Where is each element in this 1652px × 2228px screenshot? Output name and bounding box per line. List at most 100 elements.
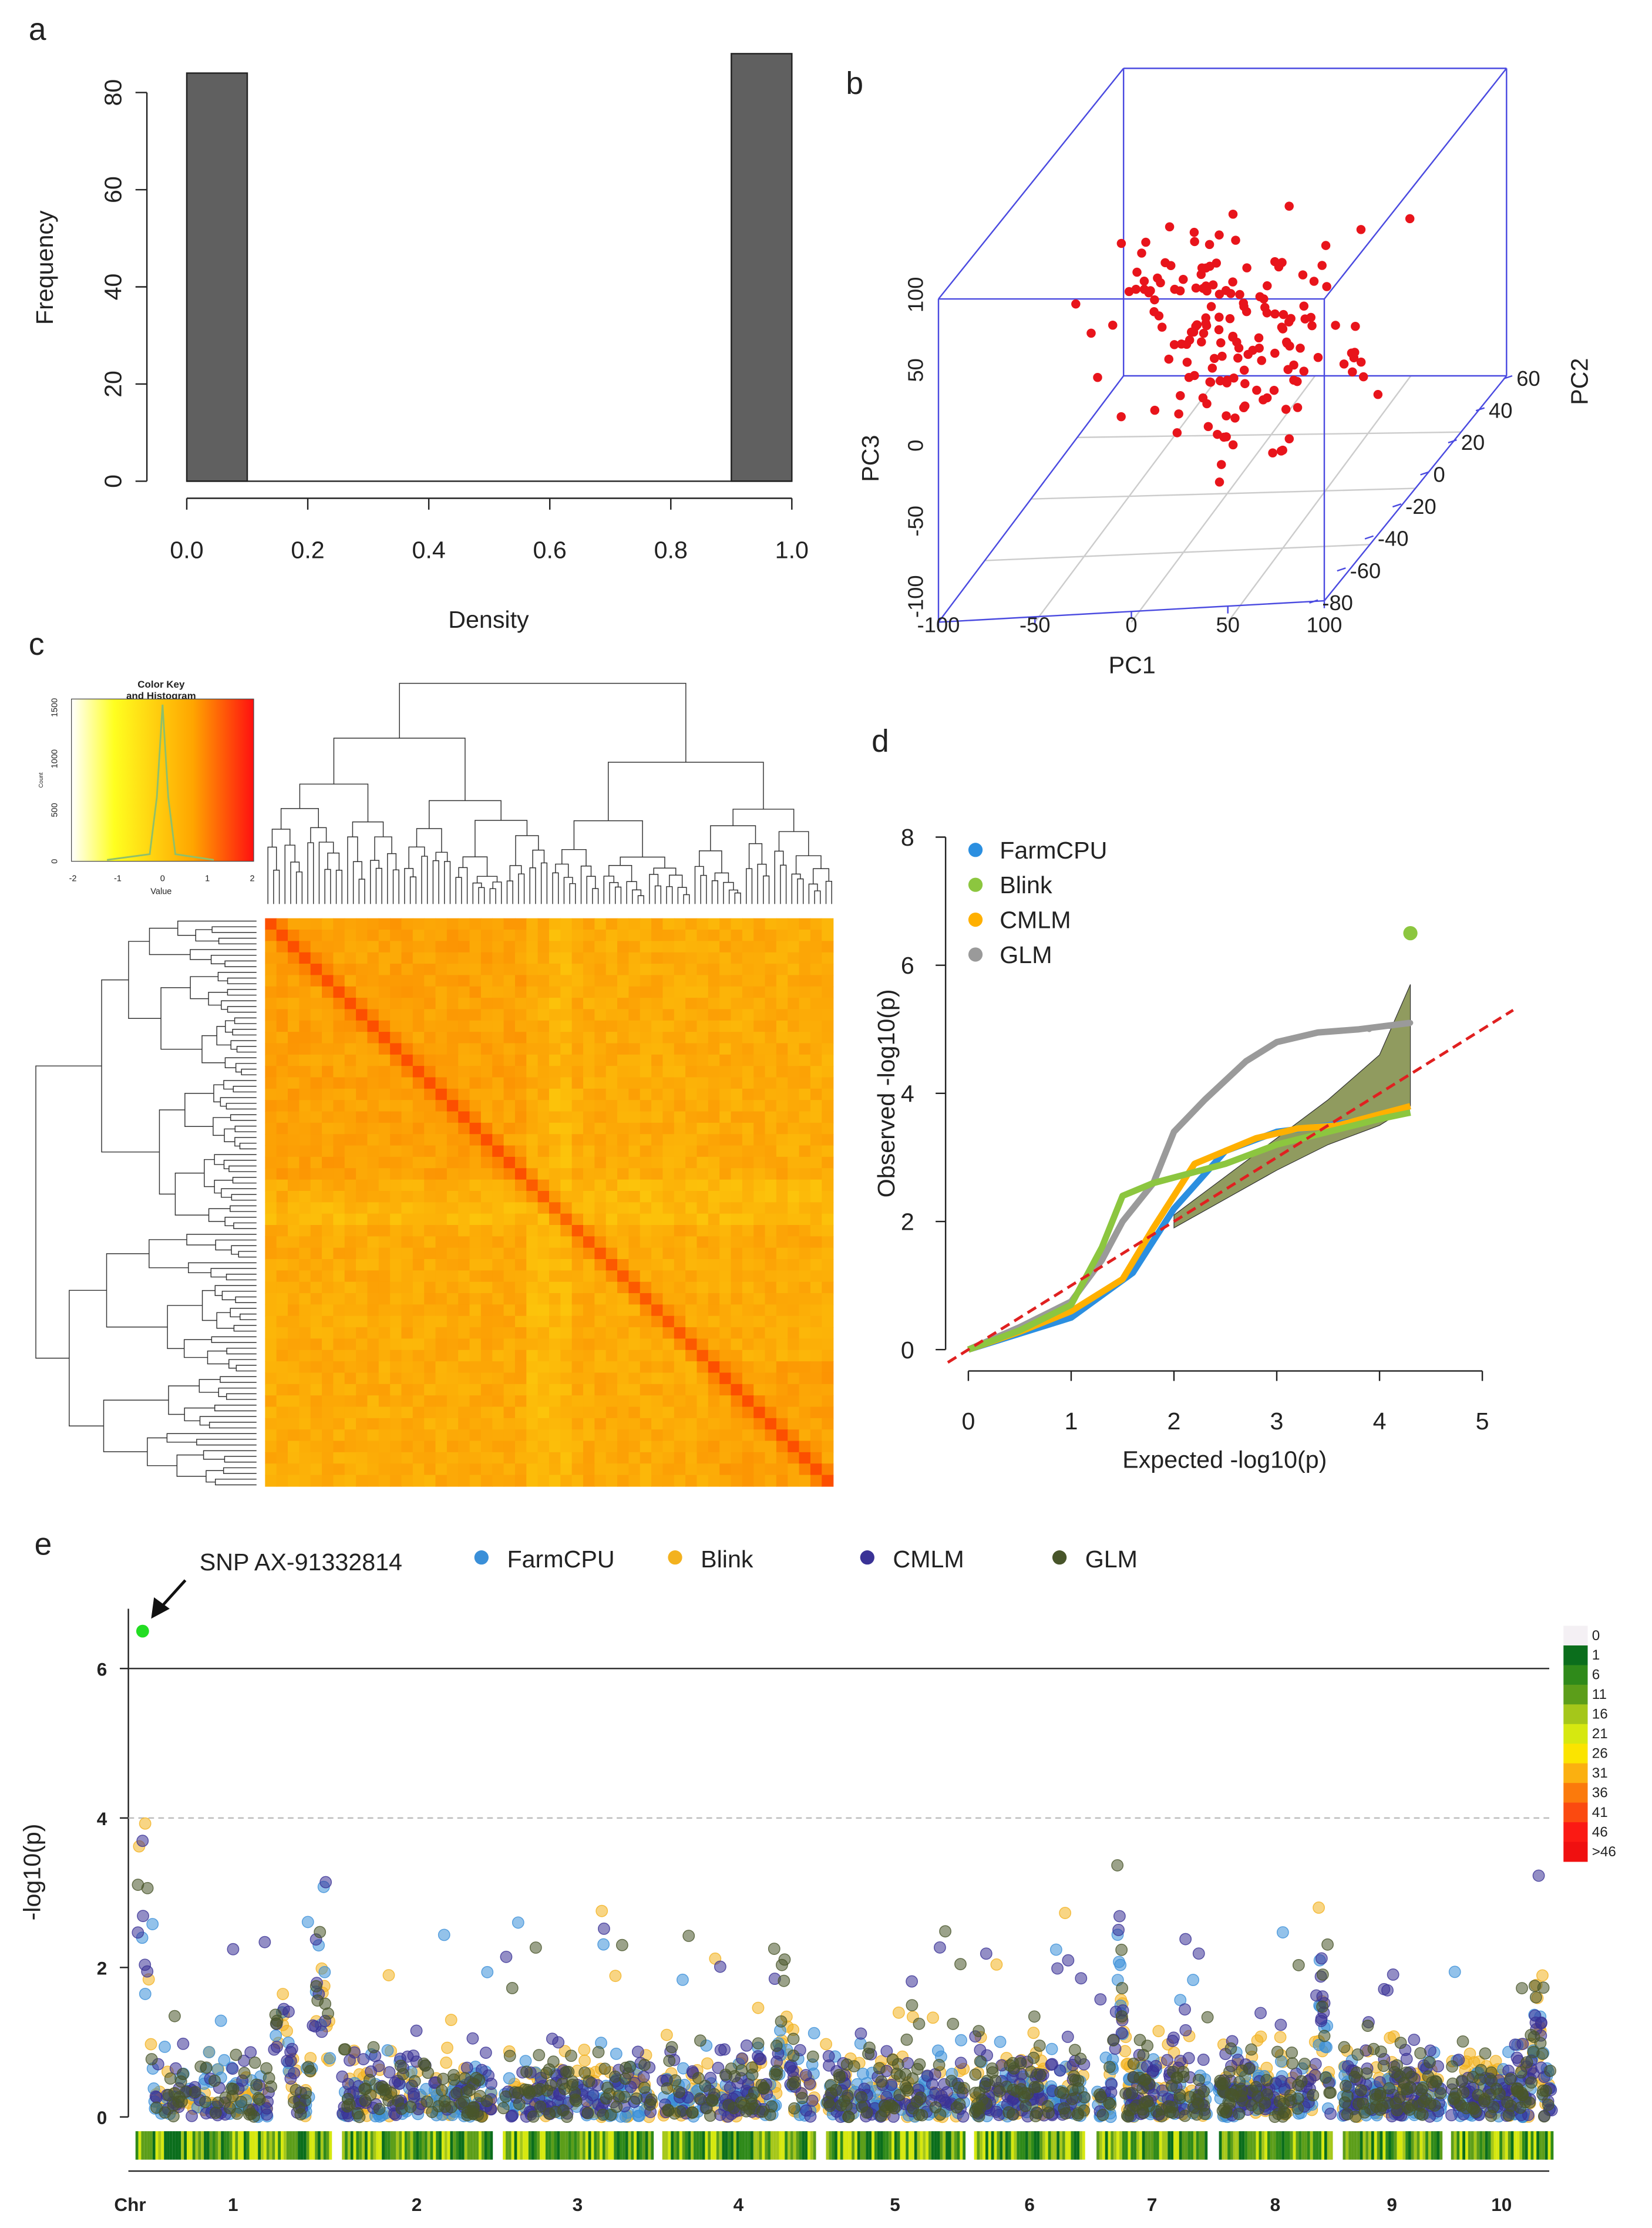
snp-density-cell <box>843 2131 846 2160</box>
heatmap-cell <box>288 1247 300 1260</box>
heatmap-cell <box>367 941 379 953</box>
heatmap-cell <box>333 1054 345 1066</box>
heatmap-cell <box>288 1406 300 1419</box>
heatmap-cell <box>799 1259 811 1271</box>
dendrogram-branch <box>206 1470 224 1483</box>
heatmap-cell <box>526 1224 539 1237</box>
snp-point-glm <box>260 2062 273 2075</box>
heatmap-cell <box>594 1190 607 1203</box>
snp-annotation-label: SNP AX-91332814 <box>200 1549 402 1576</box>
heatmap-cell <box>594 1441 607 1453</box>
heatmap-cell <box>276 1213 288 1226</box>
heatmap-cell <box>288 1100 300 1112</box>
heatmap-cell <box>492 1111 504 1123</box>
heatmap-cell <box>435 918 448 930</box>
pca-point <box>1093 372 1102 382</box>
dendrogram-branch <box>224 1456 257 1463</box>
heatmap-cell <box>662 1213 675 1226</box>
heatmap-cell <box>412 952 425 964</box>
snp-point-glm <box>913 2017 926 2030</box>
snp-density-cell <box>1014 2131 1017 2160</box>
heatmap-cell <box>401 941 413 953</box>
heatmap-cell <box>378 1327 391 1340</box>
heatmap-cell <box>367 1361 379 1374</box>
pca-point <box>1214 312 1224 322</box>
heatmap-cell <box>810 1372 823 1385</box>
heatmap-cell <box>288 1032 300 1044</box>
heatmap-cell <box>753 1077 766 1089</box>
snp-density-cell <box>909 2131 911 2160</box>
heatmap-cell <box>594 1156 607 1169</box>
snp-point-blink <box>144 2038 157 2051</box>
snp-point-cmlm <box>880 2045 893 2058</box>
heatmap-cell <box>799 1202 811 1214</box>
heatmap-cell <box>469 1236 482 1248</box>
dendrogram-branch <box>626 881 637 904</box>
heatmap-cell <box>731 1202 743 1214</box>
heatmap-cell <box>526 1247 539 1260</box>
y-tick-label: -60 <box>1350 558 1381 583</box>
heatmap-cell <box>685 1009 698 1021</box>
heatmap-cell <box>265 1202 277 1214</box>
snp-point-glm <box>722 2099 735 2112</box>
y-axis-label: Observed -log10(p) <box>873 989 900 1197</box>
heatmap-cell <box>674 1122 686 1135</box>
heatmap-cell <box>288 1372 300 1385</box>
heatmap-cell <box>299 918 311 930</box>
heatmap-cell <box>492 1179 504 1192</box>
heatmap-cell <box>776 1349 788 1362</box>
heatmap-cell <box>788 1190 800 1203</box>
dendrogram-branch <box>214 1180 233 1194</box>
heatmap-cell <box>560 1429 573 1442</box>
heatmap-cell <box>571 1156 584 1169</box>
heatmap-cell <box>458 1145 470 1157</box>
heatmap-cell <box>344 1281 356 1294</box>
heatmap-cell <box>333 941 345 953</box>
heatmap-cell <box>503 952 516 964</box>
heatmap-cell <box>685 1100 698 1112</box>
heatmap-cell <box>469 1315 482 1328</box>
heatmap-cell <box>265 1168 277 1180</box>
y-tick <box>1364 535 1374 540</box>
heatmap-cell <box>571 1349 584 1362</box>
dendrogram-branch <box>231 1245 257 1255</box>
snp-density-cell <box>857 2131 860 2160</box>
heatmap-cell <box>480 1224 493 1237</box>
dendrogram-branch <box>299 783 369 822</box>
snp-density-cell <box>931 2131 934 2160</box>
pca-point <box>1254 333 1264 343</box>
heatmap-cell <box>765 1372 777 1385</box>
heatmap-cell <box>288 1327 300 1340</box>
heatmap-cell <box>424 1077 436 1089</box>
heatmap-cell <box>469 1190 482 1203</box>
heatmap-cell <box>492 1395 504 1408</box>
heatmap-cell <box>651 1429 664 1442</box>
snp-point-glm <box>993 2085 1006 2098</box>
heatmap-cell <box>265 1122 277 1135</box>
heatmap-cell <box>514 1145 527 1157</box>
heatmap-cell <box>469 1077 482 1089</box>
pca-point <box>1243 349 1253 359</box>
heatmap-cell <box>617 930 630 942</box>
snp-point-glm <box>437 2072 450 2085</box>
heatmap-cell <box>640 1259 652 1271</box>
heatmap-cell <box>367 1043 379 1055</box>
heatmap-cell <box>674 1236 686 1248</box>
snp-point-glm <box>620 2061 632 2074</box>
snp-density-cell <box>852 2131 854 2160</box>
heatmap-cell <box>526 1168 539 1180</box>
heatmap-cell <box>378 1338 391 1351</box>
heatmap-cell <box>697 1088 709 1100</box>
heatmap-cell <box>719 1247 732 1260</box>
heatmap-cell <box>594 1475 607 1487</box>
heatmap-cell <box>503 1293 516 1305</box>
heatmap-cell <box>492 1361 504 1374</box>
snp-point-glm <box>674 2105 687 2118</box>
dendrogram-branch <box>241 1068 257 1076</box>
heatmap-cell <box>605 1009 618 1021</box>
snp-density-cell <box>837 2131 840 2160</box>
heatmap-cell <box>276 1066 288 1078</box>
heatmap-cell <box>435 1088 448 1100</box>
heatmap-cell <box>662 1156 675 1169</box>
heatmap-cell <box>492 1032 504 1044</box>
